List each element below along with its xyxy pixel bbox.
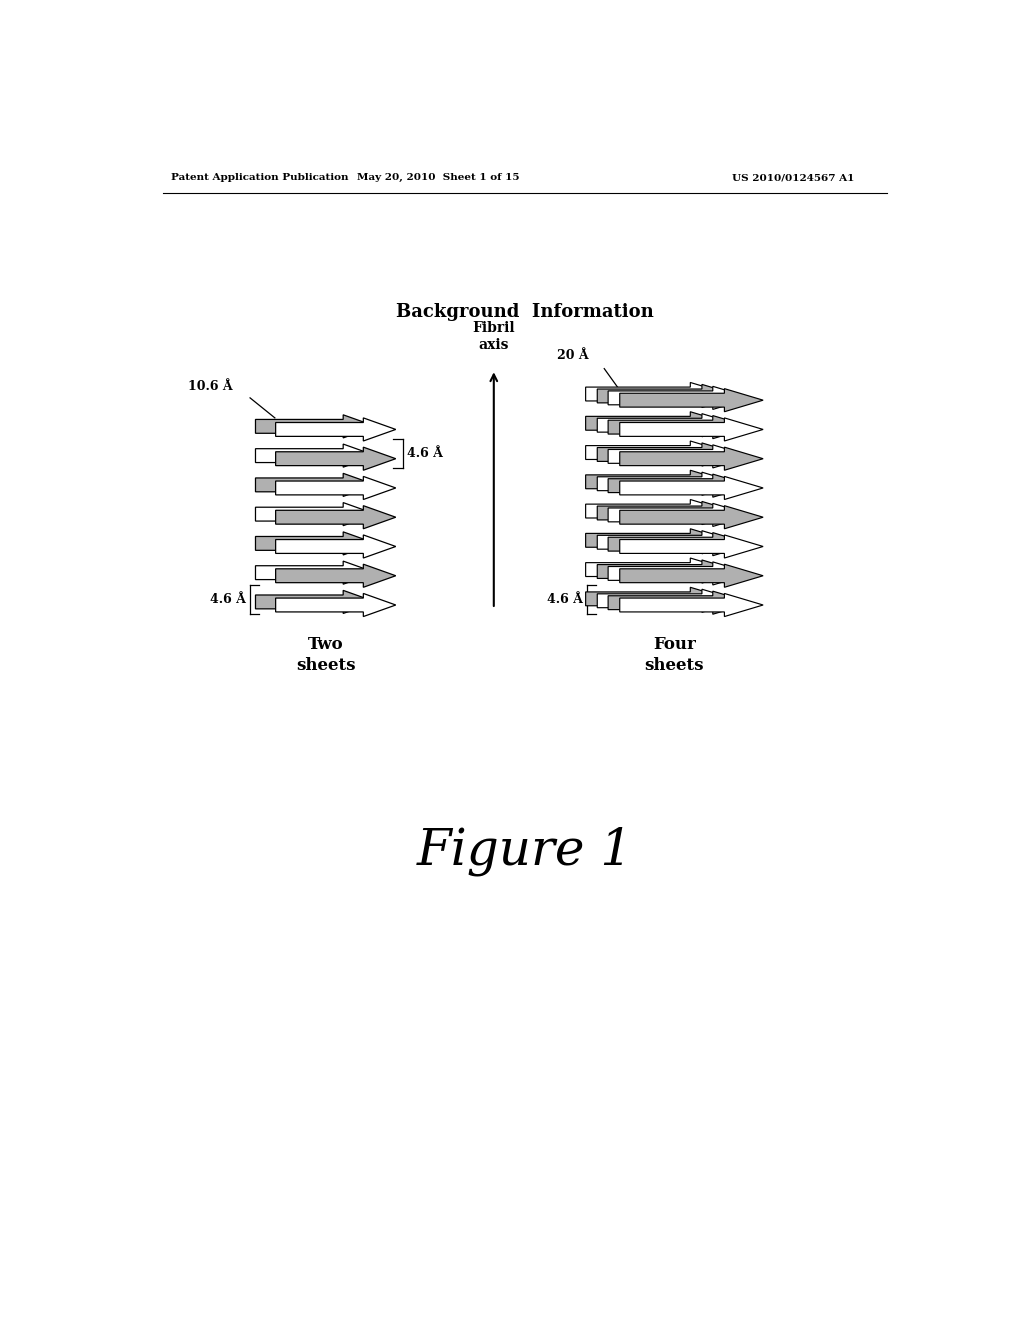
Polygon shape (597, 560, 740, 583)
Text: Patent Application Publication: Patent Application Publication (171, 173, 348, 182)
Polygon shape (597, 502, 740, 524)
Polygon shape (255, 503, 376, 525)
Polygon shape (597, 384, 740, 408)
Polygon shape (255, 414, 376, 438)
Text: Four
sheets: Four sheets (645, 636, 705, 673)
Polygon shape (620, 535, 763, 558)
Polygon shape (586, 529, 729, 552)
Polygon shape (597, 531, 740, 554)
Polygon shape (620, 506, 763, 529)
Polygon shape (608, 474, 752, 498)
Polygon shape (586, 412, 729, 434)
Text: Fibril
axis: Fibril axis (472, 322, 515, 351)
Polygon shape (608, 445, 752, 469)
Polygon shape (275, 594, 395, 616)
Polygon shape (275, 506, 395, 529)
Polygon shape (620, 447, 763, 470)
Polygon shape (275, 535, 395, 558)
Polygon shape (255, 444, 376, 467)
Polygon shape (275, 418, 395, 441)
Polygon shape (255, 561, 376, 585)
Polygon shape (620, 564, 763, 587)
Polygon shape (608, 533, 752, 556)
Polygon shape (275, 447, 395, 470)
Polygon shape (597, 444, 740, 466)
Polygon shape (608, 591, 752, 614)
Polygon shape (586, 499, 729, 523)
Polygon shape (608, 387, 752, 409)
Text: 4.6 Å: 4.6 Å (407, 446, 442, 459)
Polygon shape (597, 413, 740, 437)
Polygon shape (608, 503, 752, 527)
Text: Background  Information: Background Information (396, 304, 653, 321)
Text: Figure 1: Figure 1 (417, 826, 633, 876)
Polygon shape (255, 532, 376, 554)
Polygon shape (586, 383, 729, 405)
Polygon shape (275, 564, 395, 587)
Text: US 2010/0124567 A1: US 2010/0124567 A1 (732, 173, 855, 182)
Polygon shape (608, 562, 752, 585)
Text: Two
sheets: Two sheets (296, 636, 355, 673)
Text: 4.6 Å: 4.6 Å (548, 593, 584, 606)
Polygon shape (620, 388, 763, 412)
Text: 10.6 Å: 10.6 Å (188, 380, 233, 393)
Polygon shape (586, 441, 729, 465)
Text: May 20, 2010  Sheet 1 of 15: May 20, 2010 Sheet 1 of 15 (356, 173, 519, 182)
Polygon shape (620, 477, 763, 499)
Text: 4.6 Å: 4.6 Å (210, 593, 246, 606)
Polygon shape (255, 590, 376, 614)
Polygon shape (255, 474, 376, 496)
Polygon shape (620, 418, 763, 441)
Polygon shape (597, 589, 740, 612)
Polygon shape (586, 558, 729, 581)
Polygon shape (586, 470, 729, 494)
Polygon shape (620, 594, 763, 616)
Polygon shape (597, 473, 740, 495)
Polygon shape (275, 477, 395, 499)
Polygon shape (586, 587, 729, 610)
Polygon shape (608, 416, 752, 438)
Text: 20 Å: 20 Å (557, 350, 589, 363)
